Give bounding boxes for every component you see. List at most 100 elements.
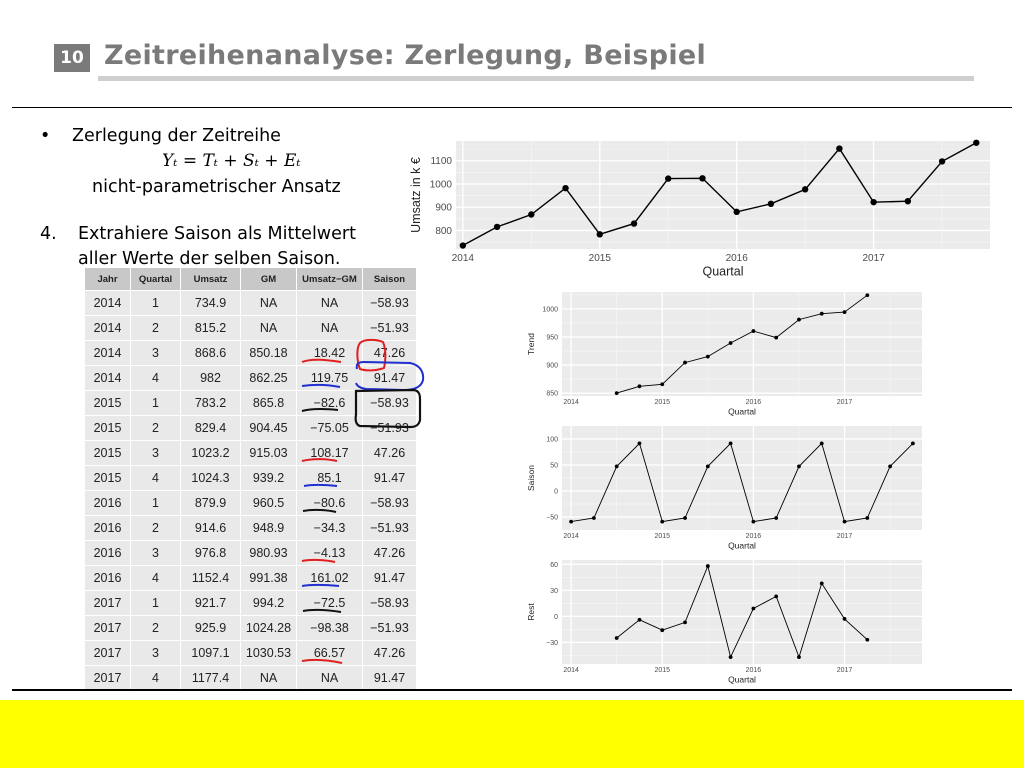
x-tick-label: 2017: [837, 667, 853, 674]
x-tick-label: 2017: [837, 399, 853, 406]
table-cell: 18.42: [296, 340, 363, 366]
series-line: [616, 564, 868, 659]
data-point: [637, 617, 642, 622]
table-cell: 2: [130, 315, 181, 341]
data-point: [836, 145, 843, 152]
table-cell: 960.5: [240, 490, 297, 516]
y-axis-title: Trend: [526, 333, 536, 355]
table-cell: 2014: [84, 290, 131, 316]
header-umsatz: Umsatz: [180, 267, 241, 291]
series-line: [462, 142, 977, 247]
y-axis-title: Rest: [526, 603, 536, 621]
data-point: [774, 516, 779, 520]
data-point: [683, 360, 687, 365]
y-tick-label: 800: [435, 226, 452, 237]
table-cell: 2016: [84, 565, 131, 591]
slide-number-badge: 10: [54, 44, 90, 72]
data-point: [528, 211, 535, 218]
table-cell: 1: [130, 590, 181, 616]
table-cell: NA: [240, 315, 297, 341]
table-cell: 904.45: [240, 415, 297, 441]
table-row: 2015 3 1023.2 915.03 108.17 47.26: [84, 440, 417, 466]
table-cell: −82.6: [296, 390, 363, 416]
table-cell: −58.93: [362, 490, 417, 516]
data-point: [728, 441, 733, 446]
data-point: [733, 208, 740, 216]
data-point: [705, 564, 710, 568]
table-cell: −75.05: [296, 415, 363, 441]
table-cell: −58.93: [362, 590, 417, 616]
table-cell: 1024.3: [180, 465, 241, 491]
table-row: 2014 3 868.6 850.18 18.42 47.26: [84, 340, 417, 366]
table-cell: 4: [130, 465, 181, 491]
table-cell: 3: [130, 340, 181, 366]
table-cell: 2016: [84, 540, 131, 566]
table-cell: 1024.28: [240, 615, 297, 641]
data-point: [591, 516, 596, 520]
table-cell: 914.6: [180, 515, 241, 541]
top-divider: [12, 107, 1012, 108]
data-point: [637, 384, 642, 389]
x-tick-label: 2016: [746, 533, 762, 540]
table-cell: −80.6: [296, 490, 363, 516]
table-cell: 994.2: [240, 590, 297, 616]
table-cell: 915.03: [240, 440, 297, 466]
data-point: [842, 617, 847, 621]
x-tick-label: 2015: [654, 533, 670, 540]
data-point: [705, 464, 710, 469]
table-cell: −58.93: [362, 390, 417, 416]
data-point: [637, 441, 642, 446]
table-cell: 734.9: [180, 290, 241, 316]
table-cell: 2017: [84, 615, 131, 641]
data-point: [865, 293, 870, 298]
table-cell: 862.25: [240, 365, 297, 391]
data-point: [665, 175, 672, 182]
data-point: [728, 341, 733, 345]
header-gm: GM: [240, 267, 297, 291]
table-row: 2014 2 815.2 NA NA −51.93: [84, 315, 417, 341]
x-tick-label: 2015: [654, 667, 670, 674]
series-line: [571, 442, 914, 523]
table-cell: 4: [130, 665, 181, 691]
x-tick-label: 2015: [654, 399, 670, 406]
data-point: [797, 464, 801, 469]
data-point: [797, 655, 801, 659]
table-row: 2016 2 914.6 948.9 −34.3 −51.93: [84, 515, 417, 541]
table-cell: 91.47: [362, 665, 417, 691]
table-cell: 1097.1: [180, 640, 241, 666]
y-tick-label: 50: [550, 462, 558, 469]
y-tick-label: 1000: [542, 306, 558, 313]
table-cell: 2: [130, 515, 181, 541]
table-cell: −34.3: [296, 515, 363, 541]
slide-title: Zeitreihenanalyse: Zerlegung, Beispiel: [104, 40, 707, 71]
table-cell: −72.5: [296, 590, 363, 616]
table-cell: −4.13: [296, 540, 363, 566]
table-cell: 2015: [84, 465, 131, 491]
table-cell: 783.2: [180, 390, 241, 416]
table-cell: 879.9: [180, 490, 241, 516]
table-cell: 91.47: [362, 565, 417, 591]
data-point: [705, 354, 710, 359]
table-row: 2016 3 976.8 980.93 −4.13 47.26: [84, 540, 417, 566]
bottom-divider: [12, 689, 1012, 691]
chart-trend: 2014 2015 2016 2017 850 900 950 1000 Quartal Tren…: [526, 292, 922, 417]
plot-panel: [456, 141, 990, 249]
table-cell: 47.26: [362, 440, 417, 466]
step-number: 4.: [40, 224, 57, 244]
data-point: [774, 335, 779, 340]
table-cell: −51.93: [362, 315, 417, 341]
series-line: [616, 294, 868, 394]
x-axis-title: Quartal: [728, 675, 756, 685]
table-cell: 1152.4: [180, 565, 241, 591]
table-cell: 2: [130, 415, 181, 441]
data-point: [660, 628, 665, 633]
table-row: 2015 4 1024.3 939.2 85.1 91.47: [84, 465, 417, 491]
y-tick-label: 0: [554, 614, 558, 621]
x-tick-label: 2015: [589, 253, 612, 264]
data-point: [797, 317, 801, 322]
table-cell: 2015: [84, 390, 131, 416]
table-row: 2017 4 1177.4 NA NA 91.47: [84, 665, 417, 691]
decomposition-formula: Yₜ = Tₜ + Sₜ + Eₜ: [162, 151, 301, 171]
y-tick-label: 900: [435, 203, 452, 214]
y-tick-label: 900: [546, 363, 558, 370]
